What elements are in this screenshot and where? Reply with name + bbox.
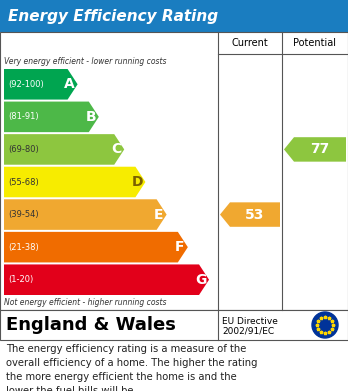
Bar <box>0 0 348 32</box>
Text: Not energy efficient - higher running costs: Not energy efficient - higher running co… <box>4 298 166 307</box>
Text: (92-100): (92-100) <box>8 80 44 89</box>
Text: F: F <box>175 240 184 254</box>
Text: G: G <box>195 273 207 287</box>
Text: (39-54): (39-54) <box>8 210 39 219</box>
Polygon shape <box>4 69 78 100</box>
Text: (21-38): (21-38) <box>8 243 39 252</box>
Text: (1-20): (1-20) <box>8 275 33 284</box>
Polygon shape <box>4 167 145 197</box>
Polygon shape <box>284 137 346 161</box>
Text: 77: 77 <box>310 142 330 156</box>
Text: (81-91): (81-91) <box>8 112 39 121</box>
Polygon shape <box>4 264 209 295</box>
Text: The energy efficiency rating is a measure of the
overall efficiency of a home. T: The energy efficiency rating is a measur… <box>6 344 258 391</box>
Polygon shape <box>4 134 124 165</box>
Bar <box>0 32 348 310</box>
Text: England & Wales: England & Wales <box>6 316 176 334</box>
Text: Current: Current <box>232 38 268 48</box>
Text: (55-68): (55-68) <box>8 178 39 187</box>
Text: (69-80): (69-80) <box>8 145 39 154</box>
Text: 2002/91/EC: 2002/91/EC <box>222 326 274 335</box>
Text: E: E <box>154 208 164 222</box>
Circle shape <box>312 312 338 338</box>
Polygon shape <box>4 102 99 132</box>
Text: 53: 53 <box>245 208 265 222</box>
Polygon shape <box>220 203 280 227</box>
Bar <box>0 310 348 340</box>
Text: Energy Efficiency Rating: Energy Efficiency Rating <box>8 9 218 23</box>
Polygon shape <box>4 199 167 230</box>
Text: C: C <box>111 142 121 156</box>
Text: B: B <box>86 110 96 124</box>
Polygon shape <box>4 232 188 262</box>
Text: A: A <box>64 77 75 91</box>
Text: Potential: Potential <box>293 38 337 48</box>
Text: D: D <box>132 175 143 189</box>
Text: EU Directive: EU Directive <box>222 316 278 325</box>
Text: Very energy efficient - lower running costs: Very energy efficient - lower running co… <box>4 57 166 66</box>
